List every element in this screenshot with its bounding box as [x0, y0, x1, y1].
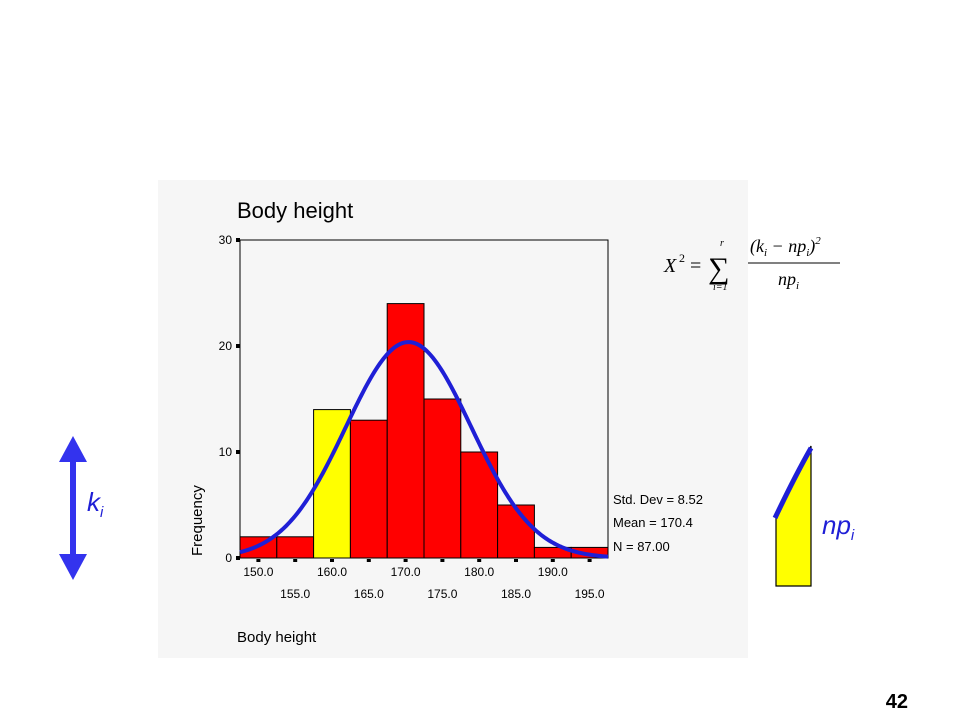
x-tick-mark — [330, 559, 334, 562]
chart-title: Body height — [237, 198, 353, 223]
x-tick-marks — [256, 559, 592, 562]
formula-sum-bottom: i=1 — [713, 282, 728, 293]
x-tick-mark — [256, 559, 261, 562]
formula-denominator: npi — [778, 269, 799, 292]
k-i-label: ki — [87, 487, 104, 521]
x-tick-mark — [366, 559, 371, 562]
np-i-sliver — [772, 445, 814, 587]
slide-number: 42 — [885, 691, 908, 713]
histogram-bar — [276, 536, 315, 559]
x-tick-mark — [514, 559, 518, 562]
formula-equals: = — [690, 255, 701, 277]
y-tick-label: 10 — [219, 445, 233, 459]
y-tick-label: 20 — [219, 339, 233, 353]
x-tick-label: 185.0 — [501, 587, 531, 601]
y-tick-label: 30 — [219, 233, 233, 247]
stat-mean: Mean = 170.4 — [613, 515, 693, 530]
x-tick-label: 175.0 — [427, 587, 457, 601]
x-tick-label: 195.0 — [575, 587, 605, 601]
x-axis-label: Body height — [237, 629, 317, 646]
x-tick-label: 170.0 — [391, 565, 421, 579]
y-tick-mark — [236, 344, 240, 348]
x-tick-label: 165.0 — [354, 587, 384, 601]
formula-sum-top: r — [720, 238, 724, 249]
x-tick-mark — [587, 559, 592, 562]
formula-lhs-sup: 2 — [679, 251, 685, 265]
formula-sum-symbol: ∑ — [708, 252, 729, 285]
x-tick-mark — [403, 559, 408, 562]
x-tick-mark — [293, 559, 298, 562]
stat-std-dev: Std. Dev = 8.52 — [613, 492, 703, 507]
x-tick-mark — [440, 559, 445, 562]
x-tick-mark — [550, 559, 555, 562]
y-tick-mark — [236, 556, 240, 560]
x-tick-label: 160.0 — [317, 565, 347, 579]
histogram-bar — [497, 504, 535, 559]
stat-n: N = 87.00 — [613, 539, 670, 554]
histogram-bar — [349, 419, 388, 559]
x-tick-labels-lower: 155.0 165.0 175.0 185.0 195.0 — [280, 587, 605, 601]
y-axis-label: Frequency — [189, 485, 206, 556]
x-tick-label: 190.0 — [538, 565, 568, 579]
x-tick-label: 150.0 — [243, 565, 273, 579]
histogram-bar — [423, 398, 462, 559]
x-tick-label: 155.0 — [280, 587, 310, 601]
np-i-label: npi — [822, 510, 855, 544]
y-axis-ticks: 0 10 20 30 — [219, 233, 240, 565]
formula-numerator: (ki − npi)2 — [750, 235, 821, 259]
y-tick-mark — [236, 450, 240, 454]
x-tick-labels-upper: 150.0 160.0 170.0 180.0 190.0 — [243, 565, 568, 579]
x-tick-mark — [477, 559, 482, 562]
chi-square-formula: X 2 = ∑ r i=1 (ki − npi)2 npi — [663, 235, 840, 293]
y-tick-mark — [236, 238, 240, 242]
x-tick-label: 180.0 — [464, 565, 494, 579]
y-tick-label: 0 — [225, 551, 232, 565]
formula-lhs: X — [663, 255, 677, 277]
k-i-arrow — [59, 436, 87, 580]
normal-curve — [239, 340, 609, 559]
